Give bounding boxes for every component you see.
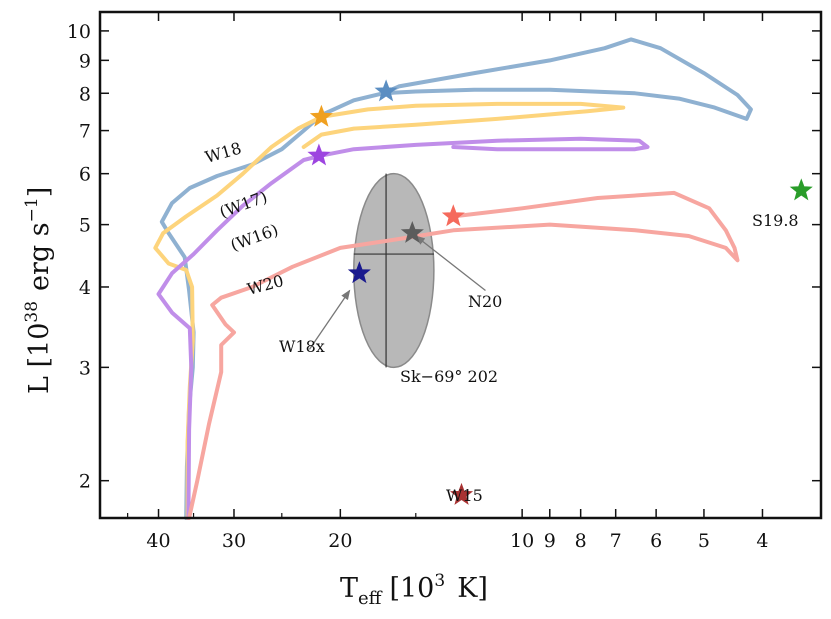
label-s198: S19.8 bbox=[752, 211, 799, 230]
W15-star bbox=[450, 482, 474, 505]
W20-star bbox=[441, 204, 465, 227]
series-line-w16 bbox=[156, 136, 650, 520]
x-label-unit: K] bbox=[457, 573, 488, 604]
y-tick-label: 5 bbox=[79, 215, 91, 237]
y-tick-label: 9 bbox=[79, 50, 91, 72]
y-label-close: ] bbox=[24, 187, 55, 198]
x-tick-label: 5 bbox=[698, 530, 710, 552]
x-tick-label: 30 bbox=[222, 530, 246, 552]
label-n20: N20 bbox=[468, 292, 502, 311]
label-sk: Sk−69° 202 bbox=[400, 367, 498, 386]
W17-star bbox=[309, 104, 333, 127]
y-label-exp: 38 bbox=[22, 301, 42, 323]
S19.8-star bbox=[789, 178, 813, 201]
x-tick-label: 9 bbox=[544, 530, 556, 552]
y-tick-label: 6 bbox=[79, 164, 91, 186]
label-w15: W15 bbox=[446, 486, 483, 505]
label-w18x: W18x bbox=[279, 337, 325, 356]
plot-area bbox=[153, 37, 813, 520]
x-tick-label: 10 bbox=[510, 530, 534, 552]
y-tick-label: 10 bbox=[67, 21, 91, 43]
N20-star bbox=[400, 220, 424, 243]
x-tick-label: 8 bbox=[575, 530, 587, 552]
x-axis-label: Teff [103 K] bbox=[340, 571, 488, 609]
plot-frame bbox=[98, 10, 823, 520]
W18-star bbox=[374, 79, 398, 102]
arrow-w18x bbox=[308, 289, 351, 350]
y-label-unit: erg s bbox=[24, 222, 55, 291]
series-line-w17 bbox=[153, 101, 626, 520]
y-tick-label: 4 bbox=[79, 277, 91, 299]
track-label-w18: W18 bbox=[203, 138, 244, 166]
x-tick-label: 4 bbox=[756, 530, 768, 552]
y-label-unit-exp: −1 bbox=[22, 197, 42, 222]
y-tick-label: 8 bbox=[79, 83, 91, 105]
x-tick-label: 40 bbox=[146, 530, 170, 552]
track-label-w20: W20 bbox=[245, 271, 285, 299]
series-line-w20 bbox=[187, 190, 740, 520]
y-tick-label: 7 bbox=[79, 121, 91, 143]
W16-star bbox=[307, 143, 331, 166]
x-label-main: T bbox=[340, 573, 358, 604]
x-label-sub: eff bbox=[358, 588, 383, 609]
y-tick-label: 2 bbox=[79, 471, 91, 493]
y-tick-label: 3 bbox=[79, 357, 91, 379]
W18x-star bbox=[347, 261, 371, 284]
track-label-w17: (W17) bbox=[217, 187, 270, 222]
y-label-main: L [10 bbox=[24, 323, 55, 394]
x-tick-label: 6 bbox=[650, 530, 662, 552]
arrow-n20 bbox=[415, 235, 486, 292]
x-label-bracket: [10 bbox=[389, 573, 434, 604]
track-label-w16: (W16) bbox=[228, 220, 281, 255]
x-label-exp: 3 bbox=[434, 571, 445, 591]
x-tick-label: 20 bbox=[328, 530, 352, 552]
x-tick-label: 7 bbox=[610, 530, 622, 552]
y-axis-label: L [1038 erg s−1] bbox=[22, 187, 55, 394]
